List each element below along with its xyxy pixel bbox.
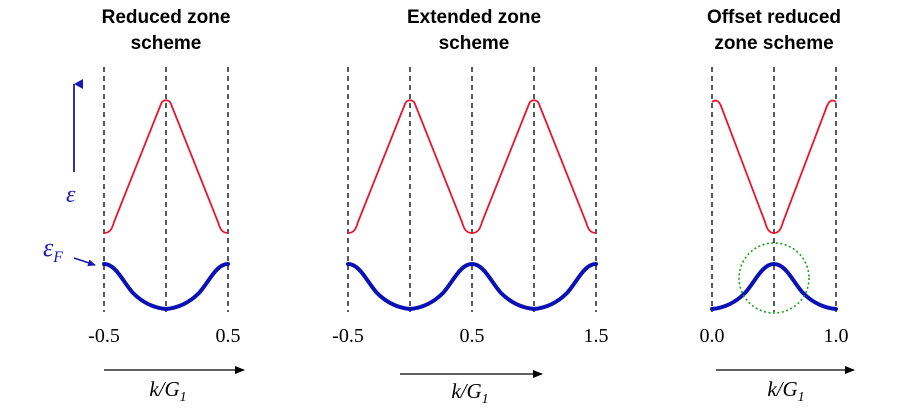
k-axis-label: k/G1 bbox=[767, 377, 804, 405]
energy-axis: ε bbox=[66, 79, 83, 208]
fermi-level-label: εF bbox=[43, 233, 63, 266]
fermi-level-marker: εF bbox=[43, 233, 96, 267]
tick-label: 0.5 bbox=[216, 325, 241, 347]
lower-band-curve bbox=[346, 261, 598, 312]
panel-title-line1: Offset reduced bbox=[707, 7, 841, 28]
tick-label: 1.5 bbox=[584, 325, 609, 347]
k-axis-label: k/G1 bbox=[149, 377, 186, 405]
panel-title-line1: Reduced zone bbox=[102, 7, 231, 28]
energy-symbol: ε bbox=[66, 182, 76, 208]
panel-title-line2: scheme bbox=[439, 33, 510, 54]
tick-label: 0.5 bbox=[460, 325, 485, 347]
tick-label: 0.0 bbox=[700, 325, 725, 347]
panel-title-line2: zone scheme bbox=[714, 33, 833, 54]
upper-band-curve bbox=[103, 99, 229, 234]
panel-offset-reduced-zone: Offset reduced zone scheme 0.0 1.0 k/G1 bbox=[700, 7, 855, 405]
panel-extended-zone: Extended zone scheme -0.5 0.5 1.5 k/G1 bbox=[332, 7, 608, 407]
upper-band-curve bbox=[711, 99, 837, 234]
panel-reduced-zone: Reduced zone scheme -0.5 0.5 k/G1 bbox=[88, 7, 245, 405]
lower-band-curve bbox=[710, 261, 838, 311]
tick-label: -0.5 bbox=[332, 325, 364, 347]
tick-label: -0.5 bbox=[88, 325, 120, 347]
panel-title-line2: scheme bbox=[131, 33, 202, 54]
fermi-level-arrow bbox=[73, 257, 96, 267]
panel-title-line1: Extended zone bbox=[407, 7, 541, 28]
highlight-circle bbox=[738, 242, 810, 314]
lower-band-curve bbox=[102, 262, 230, 312]
k-axis-label: k/G1 bbox=[451, 379, 488, 407]
upper-band-curve bbox=[347, 99, 597, 234]
tick-label: 1.0 bbox=[824, 325, 849, 347]
